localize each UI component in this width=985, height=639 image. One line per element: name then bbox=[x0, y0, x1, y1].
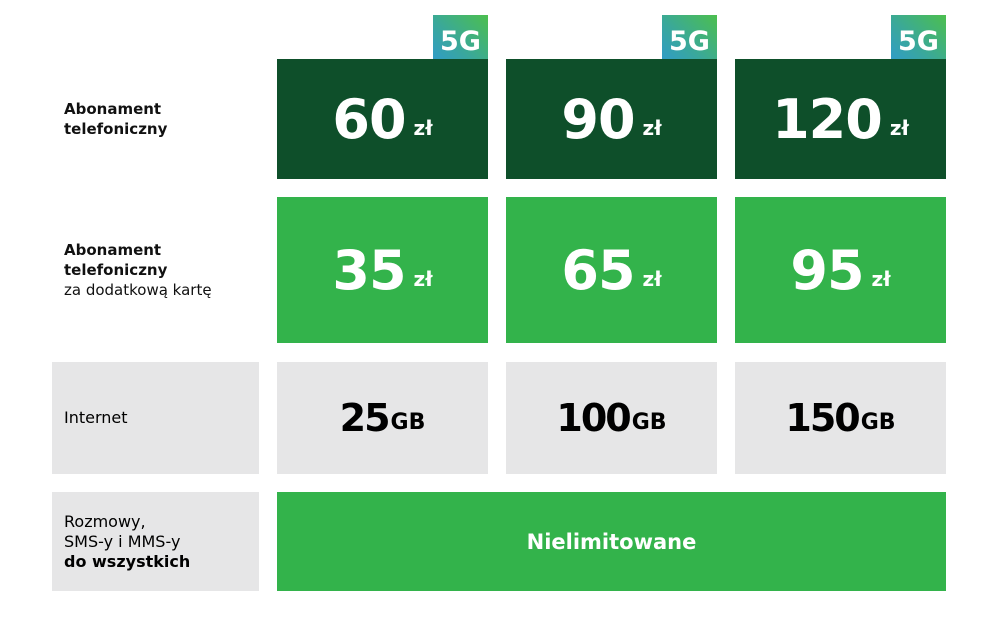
label-line: telefoniczny bbox=[64, 261, 168, 279]
badge-text: 5G bbox=[440, 26, 481, 57]
data-value: 150 bbox=[785, 396, 860, 440]
label-line: do wszystkich bbox=[64, 551, 191, 571]
internet-data-cell: 25 GB bbox=[277, 362, 488, 474]
price-value: 120 bbox=[772, 87, 883, 151]
label-line: Abonament bbox=[64, 241, 162, 259]
badge-text: 5G bbox=[669, 26, 710, 57]
row-label-internet: Internet bbox=[52, 362, 259, 474]
data-value: 100 bbox=[556, 396, 631, 440]
price-value: 90 bbox=[561, 87, 635, 151]
label-line: za dodatkową kartę bbox=[64, 281, 212, 299]
label-line: SMS-y i MMS-y bbox=[64, 531, 181, 551]
internet-data-cell: 150 GB bbox=[735, 362, 946, 474]
row-label-calls: Rozmowy, SMS-y i MMS-y do wszystkich bbox=[52, 492, 259, 591]
row-label-subscription: Abonament telefoniczny bbox=[64, 59, 167, 179]
extra-card-price-cell: 65 zł bbox=[506, 197, 717, 343]
data-unit: GB bbox=[390, 409, 426, 435]
extra-price-value: 95 bbox=[790, 238, 864, 302]
label-line: telefoniczny bbox=[64, 120, 168, 138]
data-unit: GB bbox=[860, 409, 896, 435]
data-value: 25 bbox=[339, 396, 391, 440]
price-unit: zł bbox=[413, 116, 433, 140]
plan-price-cell: 60 zł bbox=[277, 59, 488, 179]
plan-price-cell: 120 zł bbox=[735, 59, 946, 179]
price-unit: zł bbox=[889, 116, 909, 140]
extra-card-price-cell: 35 zł bbox=[277, 197, 488, 343]
price-unit: zł bbox=[642, 116, 662, 140]
calls-value: Nielimitowane bbox=[526, 529, 697, 554]
data-unit: GB bbox=[631, 409, 667, 435]
extra-card-price-cell: 95 zł bbox=[735, 197, 946, 343]
internet-data-cell: 100 GB bbox=[506, 362, 717, 474]
label-line: Rozmowy, bbox=[64, 511, 146, 531]
label-line: Abonament bbox=[64, 100, 162, 118]
price-value: 60 bbox=[332, 87, 406, 151]
plan-price-cell: 90 zł bbox=[506, 59, 717, 179]
row-label-extra-card: Abonament telefoniczny za dodatkową kart… bbox=[64, 197, 212, 343]
extra-price-unit: zł bbox=[871, 267, 891, 291]
extra-price-value: 65 bbox=[561, 238, 635, 302]
badge-text: 5G bbox=[898, 26, 939, 57]
extra-price-unit: zł bbox=[413, 267, 433, 291]
extra-price-value: 35 bbox=[332, 238, 406, 302]
calls-unlimited-cell: Nielimitowane bbox=[277, 492, 946, 591]
label-text: Internet bbox=[64, 408, 128, 427]
extra-price-unit: zł bbox=[642, 267, 662, 291]
